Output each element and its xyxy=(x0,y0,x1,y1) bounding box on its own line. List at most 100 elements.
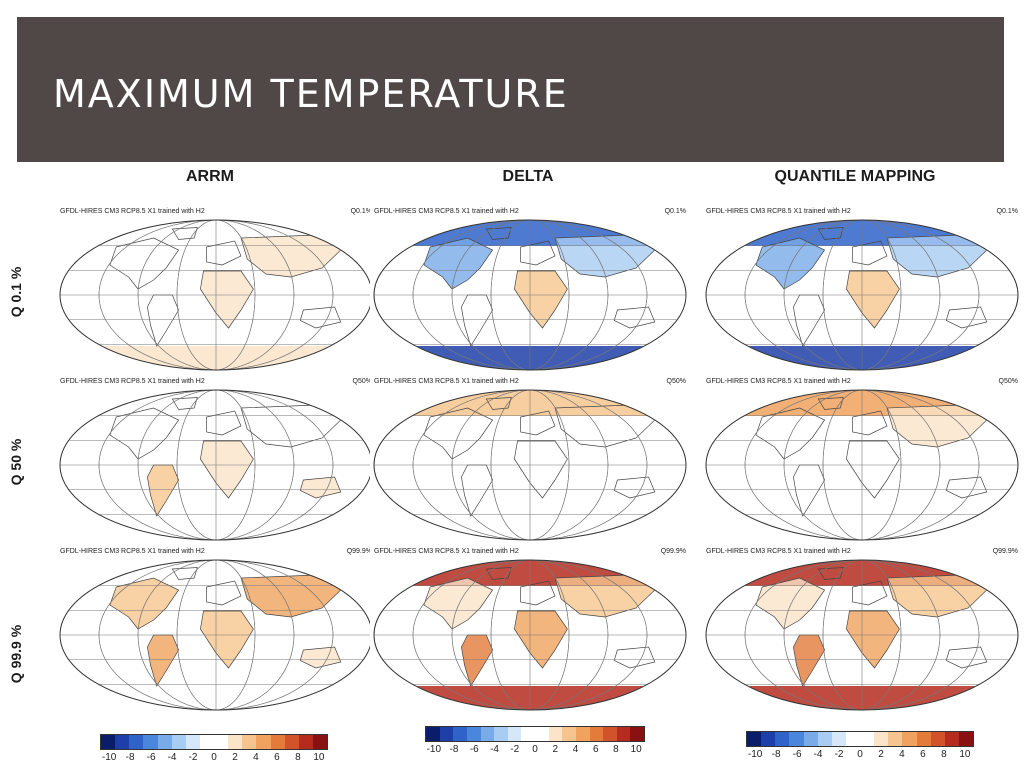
colorbar-tick-label: 4 xyxy=(899,749,905,760)
colorbar-swatch xyxy=(298,735,313,749)
colorbar-ticks: -10 -8 -6 -4 -2 0 2 4 6 8 10 xyxy=(425,744,645,758)
colorbar-swatch xyxy=(630,727,644,741)
colorbar-swatch xyxy=(439,727,454,741)
world-map-icon xyxy=(705,559,1019,711)
colorbar-swatch xyxy=(256,735,271,749)
map-panel: GFDL-HIRES CM3 RCP8.5 X1 trained with H2… xyxy=(370,546,690,712)
colorbar-swatch xyxy=(185,735,200,749)
column-header-quantile-mapping: QUANTILE MAPPING xyxy=(774,168,936,185)
colorbar-tick-label: 6 xyxy=(274,752,280,763)
panel-caption: GFDL-HIRES CM3 RCP8.5 X1 trained with H2 xyxy=(374,208,519,215)
colorbar-tick-label: 10 xyxy=(959,749,971,760)
panel-caption: GFDL-HIRES CM3 RCP8.5 X1 trained with H2 xyxy=(374,548,519,555)
panel-quantile-label: Q99.9% xyxy=(346,548,372,555)
colorbar-swatch xyxy=(562,727,576,741)
colorbar-tick-label: -6 xyxy=(469,744,479,755)
colorbar-swatch xyxy=(930,732,945,746)
panel-caption: GFDL-HIRES CM3 RCP8.5 X1 trained with H2 xyxy=(706,378,851,385)
panel-quantile-label: Q99.9% xyxy=(660,548,686,555)
colorbar-tick-label: 4 xyxy=(253,752,259,763)
colorbar-tick-label: 6 xyxy=(592,744,599,755)
colorbar-swatch xyxy=(761,732,776,746)
colorbar-swatch xyxy=(958,732,973,746)
colorbar-tick-label: 8 xyxy=(295,752,301,763)
row-label-q0-1: Q 0.1 % xyxy=(8,266,24,318)
panel-caption: GFDL-HIRES CM3 RCP8.5 X1 trained with H2 xyxy=(374,378,519,385)
map-panel: GFDL-HIRES CM3 RCP8.5 X1 trained with H2… xyxy=(702,206,1022,372)
colorbar-tick-label: -2 xyxy=(188,752,198,763)
colorbar-tick-label: -2 xyxy=(834,749,844,760)
colorbar-swatch xyxy=(214,735,229,749)
panel-caption: GFDL-HIRES CM3 RCP8.5 X1 trained with H2 xyxy=(60,208,205,215)
world-map-icon xyxy=(59,389,373,541)
colorbar-tick-label: -2 xyxy=(510,744,520,755)
colorbar-swatch xyxy=(803,732,818,746)
panel-quantile-label: Q0.1% xyxy=(350,208,372,215)
colorbar-swatch xyxy=(860,732,875,746)
panel-caption: GFDL-HIRES CM3 RCP8.5 X1 trained with H2 xyxy=(706,208,851,215)
colorbar-swatch xyxy=(548,727,563,741)
panel-quantile-label: Q99.9% xyxy=(992,548,1018,555)
colorbar-swatch xyxy=(589,727,604,741)
colorbar-swatch xyxy=(270,735,285,749)
colorbar-swatch xyxy=(521,727,535,741)
colorbar-tick-label: 2 xyxy=(552,744,559,755)
colorbar-swatches xyxy=(100,734,328,750)
colorbar-swatch xyxy=(426,727,440,741)
map-panel: GFDL-HIRES CM3 RCP8.5 X1 trained with H2… xyxy=(702,546,1022,712)
colorbar-swatch xyxy=(284,735,299,749)
colorbar-tick-label: -6 xyxy=(792,749,802,760)
colorbar-tick-label: -6 xyxy=(146,752,156,763)
colorbar-tick-label: 2 xyxy=(878,749,884,760)
world-map-icon xyxy=(705,219,1019,371)
world-map-icon xyxy=(59,219,373,371)
world-map-icon xyxy=(59,559,373,711)
colorbar-swatch xyxy=(466,727,481,741)
panel-quantile-label: Q50% xyxy=(998,378,1018,385)
colorbar-swatch xyxy=(228,735,243,749)
colorbar-delta: -10 -8 -6 -4 -2 0 2 4 6 8 10 xyxy=(425,726,645,766)
column-header-delta: DELTA xyxy=(502,168,554,185)
colorbar-tick-label: 0 xyxy=(211,752,217,763)
map-panel: GFDL-HIRES CM3 RCP8.5 X1 trained with H2… xyxy=(56,376,376,542)
colorbar-swatch xyxy=(603,727,617,741)
colorbar-tick-label: 0 xyxy=(857,749,863,760)
colorbar-swatches xyxy=(746,731,974,747)
colorbar-tick-label: -10 xyxy=(101,752,117,763)
map-panel: GFDL-HIRES CM3 RCP8.5 X1 trained with H2… xyxy=(56,546,376,712)
colorbar-tick-label: -4 xyxy=(490,744,499,755)
colorbar-ticks: -10 -8 -6 -4 -2 0 2 4 6 8 10 xyxy=(100,752,328,766)
panel-quantile-label: Q50% xyxy=(352,378,372,385)
colorbar-tick-label: -10 xyxy=(747,749,763,760)
colorbar-swatch xyxy=(157,735,172,749)
colorbar-swatch xyxy=(535,727,549,741)
colorbar-tick-label: 10 xyxy=(630,744,642,755)
panel-caption: GFDL-HIRES CM3 RCP8.5 X1 trained with H2 xyxy=(60,548,205,555)
slide-title: MAXIMUM TEMPERATURE xyxy=(53,72,569,116)
colorbar-swatch xyxy=(775,732,790,746)
colorbar-tick-label: -4 xyxy=(813,749,823,760)
colorbar-swatch xyxy=(874,732,889,746)
colorbar-tick-label: 8 xyxy=(613,744,619,755)
slide-title-bar: MAXIMUM TEMPERATURE xyxy=(17,17,1004,162)
row-label-q50: Q 50 % xyxy=(8,438,24,486)
map-panel: GFDL-HIRES CM3 RCP8.5 X1 trained with H2… xyxy=(702,376,1022,542)
colorbar-swatch xyxy=(494,727,508,741)
colorbar-swatch xyxy=(817,732,832,746)
colorbar-swatch xyxy=(453,727,467,741)
colorbar-swatch xyxy=(902,732,917,746)
colorbar-swatch xyxy=(199,735,214,749)
colorbar-tick-label: 6 xyxy=(920,749,926,760)
colorbar-tick-label: -10 xyxy=(426,744,442,755)
column-header-arrm: ARRM xyxy=(186,168,234,185)
colorbar-swatch xyxy=(747,732,762,746)
colorbar-swatch xyxy=(616,727,631,741)
colorbar-tick-label: 4 xyxy=(572,744,579,755)
row-label-q99-9: Q 99.9 % xyxy=(8,624,24,684)
map-panel: GFDL-HIRES CM3 RCP8.5 X1 trained with H2… xyxy=(56,206,376,372)
colorbar-swatch xyxy=(312,735,327,749)
colorbar-tick-label: -8 xyxy=(449,744,459,755)
map-panel: GFDL-HIRES CM3 RCP8.5 X1 trained with H2… xyxy=(370,206,690,372)
panel-caption: GFDL-HIRES CM3 RCP8.5 X1 trained with H2 xyxy=(706,548,851,555)
colorbar-swatches xyxy=(425,726,645,742)
